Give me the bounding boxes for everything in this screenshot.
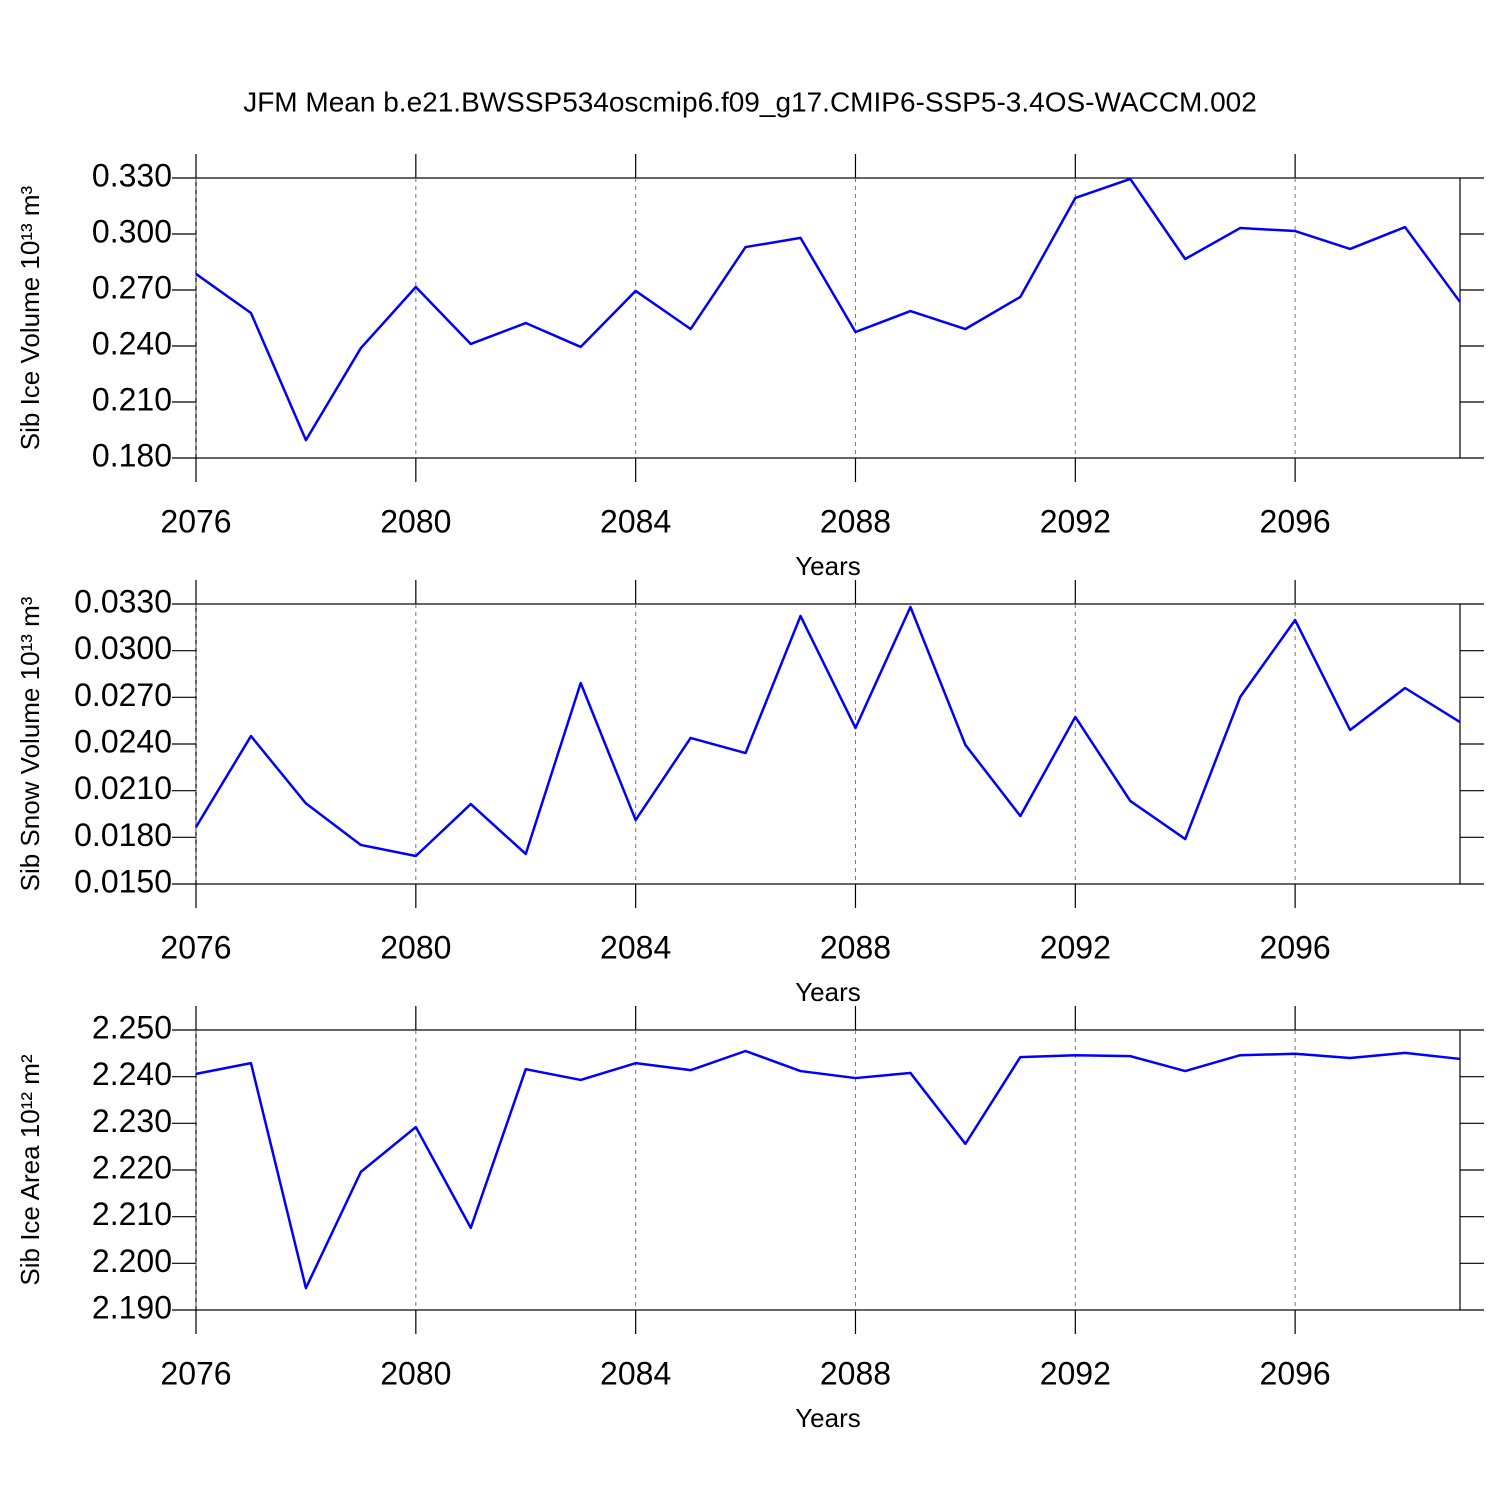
figure-title: JFM Mean b.e21.BWSSP534oscmip6.f09_g17.C…	[243, 86, 1257, 117]
x-axis-label: Years	[795, 551, 861, 581]
y-tick-label: 2.210	[92, 1196, 172, 1232]
data-line	[195, 177, 1462, 442]
x-tick-label: 2080	[380, 1355, 451, 1391]
y-tick-label: 2.230	[92, 1103, 172, 1139]
plot-frame	[195, 177, 1461, 459]
y-tick-label: 2.250	[92, 1009, 172, 1045]
y-axis-label: Sib Ice Volume 10¹³ m³	[15, 185, 45, 450]
y-tick-label: 0.300	[92, 213, 172, 249]
plot-frame	[195, 603, 1461, 885]
y-tick-label: 0.330	[92, 157, 172, 193]
y-axis-label: Sib Snow Volume 10¹³ m³	[15, 596, 45, 891]
x-tick-label: 2076	[160, 503, 231, 539]
x-tick-label: 2092	[1040, 1355, 1111, 1391]
x-tick-label: 2084	[600, 503, 671, 539]
x-tick-label: 2096	[1260, 1355, 1331, 1391]
y-tick-label: 0.240	[92, 325, 172, 361]
y-tick-label: 2.190	[92, 1289, 172, 1325]
x-tick-label: 2088	[820, 503, 891, 539]
x-tick-label: 2092	[1040, 929, 1111, 965]
y-tick-label: 0.0180	[74, 817, 172, 853]
data-line	[194, 605, 1461, 858]
x-tick-label: 2080	[380, 929, 451, 965]
y-axis-label: Sib Ice Area 10¹² m²	[15, 1054, 45, 1286]
x-tick-label: 2096	[1260, 929, 1331, 965]
y-tick-label: 2.240	[92, 1056, 172, 1092]
y-tick-label: 0.270	[92, 269, 172, 305]
x-tick-label: 2084	[600, 1355, 671, 1391]
y-tick-label: 2.200	[92, 1243, 172, 1279]
y-tick-label: 0.0240	[74, 723, 172, 759]
y-tick-label: 2.220	[92, 1149, 172, 1185]
x-tick-label: 2088	[820, 1355, 891, 1391]
x-tick-label: 2076	[160, 929, 231, 965]
y-tick-label: 0.0210	[74, 770, 172, 806]
x-tick-label: 2096	[1260, 503, 1331, 539]
x-tick-label: 2084	[600, 929, 671, 965]
x-tick-label: 2076	[160, 1355, 231, 1391]
x-tick-label: 2080	[380, 503, 451, 539]
y-tick-label: 0.0330	[74, 583, 172, 619]
x-tick-label: 2092	[1040, 503, 1111, 539]
y-tick-label: 0.0270	[74, 677, 172, 713]
y-tick-label: 0.180	[92, 437, 172, 473]
data-line	[195, 1049, 1461, 1290]
y-tick-label: 0.210	[92, 381, 172, 417]
x-tick-label: 2088	[820, 929, 891, 965]
x-axis-label: Years	[795, 1403, 861, 1433]
y-tick-label: 0.0300	[74, 630, 172, 666]
y-tick-label: 0.0150	[74, 863, 172, 899]
plot-frame	[195, 1029, 1461, 1311]
x-axis-label: Years	[795, 977, 861, 1007]
